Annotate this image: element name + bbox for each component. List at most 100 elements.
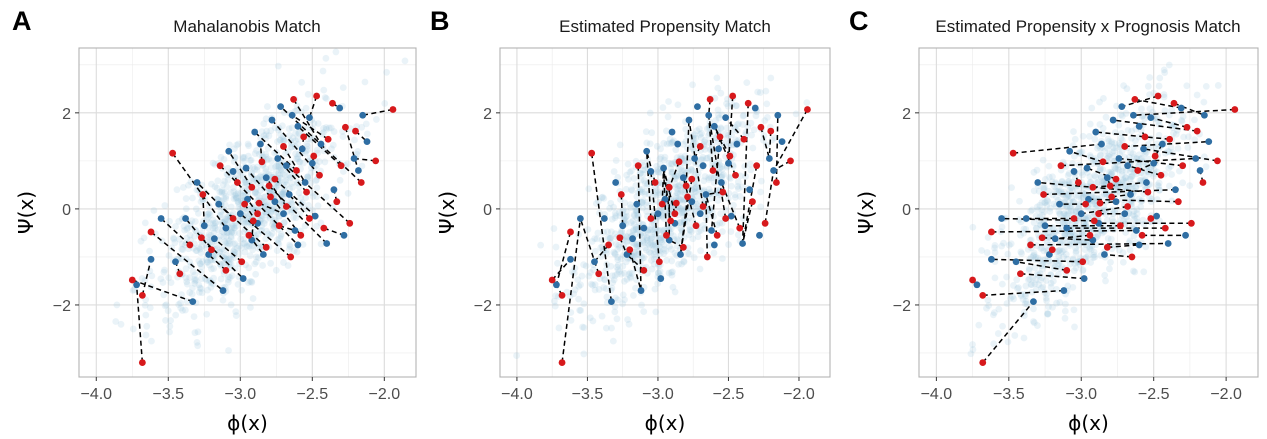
background-point [1073, 186, 1081, 194]
background-point [1099, 179, 1106, 187]
background-point [183, 278, 191, 286]
background-point [280, 259, 287, 266]
background-point [185, 181, 192, 189]
background-point [655, 168, 662, 176]
control-point [718, 179, 725, 186]
background-point [1050, 200, 1058, 208]
background-point [631, 248, 639, 256]
treated-point [324, 135, 332, 143]
background-point [717, 125, 725, 133]
background-point [1066, 240, 1074, 248]
background-point [280, 188, 287, 196]
background-point [611, 272, 619, 279]
x-tick-label: −2.0 [1210, 386, 1242, 403]
background-point [294, 155, 302, 163]
background-point [1118, 112, 1126, 120]
background-point [643, 236, 651, 244]
background-point [625, 320, 633, 328]
background-point [1069, 178, 1077, 186]
background-point [1175, 167, 1183, 175]
background-point [216, 188, 224, 196]
background-point [207, 279, 215, 287]
background-point [1124, 217, 1132, 225]
background-point [586, 314, 594, 322]
background-point [143, 322, 151, 330]
background-point [1053, 299, 1061, 307]
background-point [603, 293, 611, 301]
background-point [742, 129, 750, 136]
background-point [1043, 196, 1051, 204]
background-point [604, 234, 612, 242]
background-point [292, 214, 300, 222]
match-line [285, 165, 351, 224]
background-point [245, 142, 253, 150]
background-point [999, 322, 1006, 330]
background-point [218, 218, 226, 226]
background-point [279, 190, 286, 198]
control-point [688, 198, 696, 206]
background-point [166, 217, 173, 225]
background-point [620, 277, 628, 285]
background-point [1122, 184, 1130, 192]
background-point [1126, 168, 1134, 175]
background-point [626, 168, 634, 176]
background-point [1136, 180, 1143, 188]
treated-point [241, 200, 249, 208]
control-point [1051, 235, 1059, 243]
background-point [235, 216, 243, 224]
background-point [299, 159, 307, 167]
background-point [228, 228, 236, 236]
background-point [1115, 140, 1123, 147]
background-point [579, 323, 586, 331]
background-point [186, 274, 193, 282]
background-point [1032, 286, 1040, 293]
background-point [727, 182, 735, 190]
background-point [269, 220, 276, 228]
background-point [657, 153, 665, 161]
background-point [1094, 231, 1102, 238]
match-line [1030, 242, 1169, 246]
background-point [601, 276, 609, 284]
background-point [249, 295, 257, 302]
background-point [179, 246, 187, 253]
background-point [1180, 133, 1188, 141]
background-point [262, 150, 270, 158]
background-point [282, 181, 290, 189]
background-point [288, 200, 296, 208]
background-point [1107, 258, 1114, 266]
background-point [1098, 193, 1106, 201]
background-point [1139, 162, 1147, 170]
background-point [1112, 181, 1120, 189]
background-point [1130, 267, 1137, 275]
background-point [354, 148, 362, 155]
background-point [630, 211, 638, 219]
background-point [223, 251, 230, 259]
background-point [660, 245, 668, 253]
match-line [228, 150, 253, 188]
background-point [1191, 136, 1199, 144]
background-point [648, 221, 656, 229]
background-point [657, 234, 664, 242]
background-point [282, 178, 289, 186]
background-point [304, 173, 311, 181]
background-point [619, 241, 627, 249]
background-point [1119, 176, 1127, 183]
treated-point [1095, 210, 1103, 218]
background-point [1061, 300, 1069, 308]
background-point [262, 153, 270, 161]
background-point [633, 276, 640, 283]
background-point [175, 217, 183, 225]
background-point [705, 206, 713, 214]
background-point [1089, 160, 1096, 168]
background-point [142, 311, 150, 319]
background-point [304, 173, 311, 181]
background-point [1139, 216, 1147, 224]
background-point [253, 147, 260, 154]
background-point [669, 268, 676, 276]
background-point [206, 277, 213, 285]
background-point [666, 139, 673, 147]
background-point [563, 288, 571, 296]
background-point [1110, 147, 1118, 154]
background-point [1114, 165, 1122, 173]
background-point [226, 274, 234, 281]
